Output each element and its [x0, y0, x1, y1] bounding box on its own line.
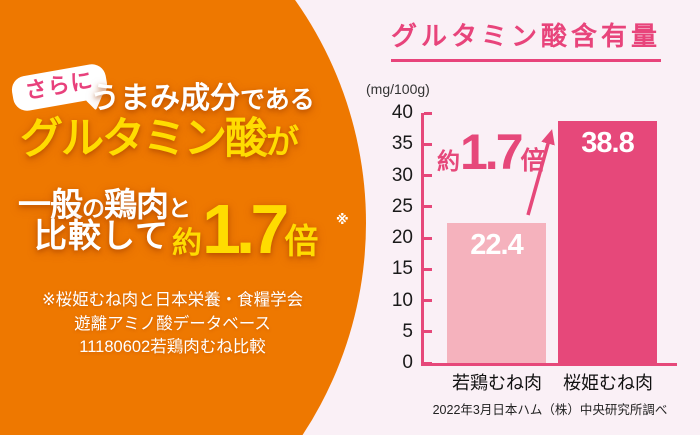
bar-wakadori: 22.4 — [447, 223, 546, 363]
y-axis-tick-label: 35 — [391, 133, 413, 155]
bar-sakurahime: 38.8 — [558, 120, 657, 363]
y-axis-tick — [424, 236, 432, 240]
x-axis-label-wakadori: 若鶏むね肉 — [452, 373, 542, 393]
y-axis-tick — [424, 174, 432, 177]
y-axis-tick-label: 20 — [391, 227, 413, 248]
bar-value-wakadori: 22.4 — [470, 229, 523, 261]
x-axis-label-sakurahime: 桜姫むね肉 — [563, 373, 653, 393]
chart-ratio-value: 1.7 — [460, 124, 523, 180]
y-axis-tick — [424, 142, 432, 146]
y-axis-unit-label: (mg/100g) — [366, 81, 430, 97]
comparison-seg-toriniku: 鶏肉 — [104, 186, 169, 223]
footnote-block: ※桜姫むね肉と日本栄養・食糧学会 遊離アミノ酸データベース 11180602若鶏… — [0, 289, 345, 360]
glutamic-acid-headline-small: が — [266, 123, 299, 160]
comparison-line-2: 比較して — [34, 217, 170, 254]
chart-ratio-prefix: 約 — [437, 148, 460, 174]
bar-value-sakurahime: 38.8 — [581, 126, 634, 159]
ratio-value: 1.7 — [202, 190, 289, 268]
ratio-prefix: 約 — [172, 227, 202, 260]
bar-chart-plot-area: 22.4 38.8 0 5 10 15 20 25 30 35 40 — [392, 102, 677, 373]
y-axis-tick-label: 40 — [391, 102, 413, 123]
comparison-seg-to: と — [168, 195, 191, 221]
glutamic-acid-headline-big: グルタミン酸 — [20, 115, 268, 163]
increase-arrow-icon — [526, 129, 555, 216]
footnote-line-1: ※桜姫むね肉と日本栄養・食糧学会 — [41, 291, 304, 309]
comparison-seg-no: の — [82, 195, 105, 221]
y-axis-tick — [424, 205, 432, 209]
umami-headline: うまみ成分である — [90, 84, 315, 114]
footnote-line-2: 遊離アミノ酸データベース — [74, 314, 271, 333]
y-axis-tick — [424, 361, 432, 365]
y-axis-tick-label: 5 — [402, 320, 413, 342]
umami-headline-big: うまみ成分 — [90, 82, 240, 115]
y-axis-tick — [424, 111, 432, 115]
y-axis-tick — [424, 330, 432, 334]
ratio-asterisk: ※ — [336, 212, 349, 227]
chart-ratio-annotation: 約1.7倍 — [437, 127, 546, 177]
umami-headline-small: である — [240, 86, 315, 114]
footnote-line-3: 11180602若鶏肉むね比較 — [79, 338, 266, 356]
y-axis-tick-label: 30 — [391, 164, 413, 186]
comparison-seg-ippan: 一般 — [18, 186, 83, 223]
ratio-highlight: 約1.7倍 — [172, 194, 318, 264]
data-source-note: 2022年3月日本ハム（株）中央研究所調べ — [432, 403, 668, 417]
y-axis-tick-label: 0 — [402, 352, 413, 373]
y-axis-tick-label: 25 — [391, 195, 413, 217]
ratio-suffix: 倍 — [284, 223, 319, 261]
y-axis-tick — [424, 267, 432, 271]
chart-title: グルタミン酸含有量 — [391, 20, 662, 62]
y-axis-tick-label: 10 — [391, 289, 413, 311]
y-axis-tick-label: 15 — [391, 258, 413, 280]
y-axis-tick — [424, 299, 432, 302]
comparison-line-1: 一般の鶏肉と — [18, 186, 191, 223]
glutamic-acid-headline: グルタミン酸が — [20, 118, 299, 161]
